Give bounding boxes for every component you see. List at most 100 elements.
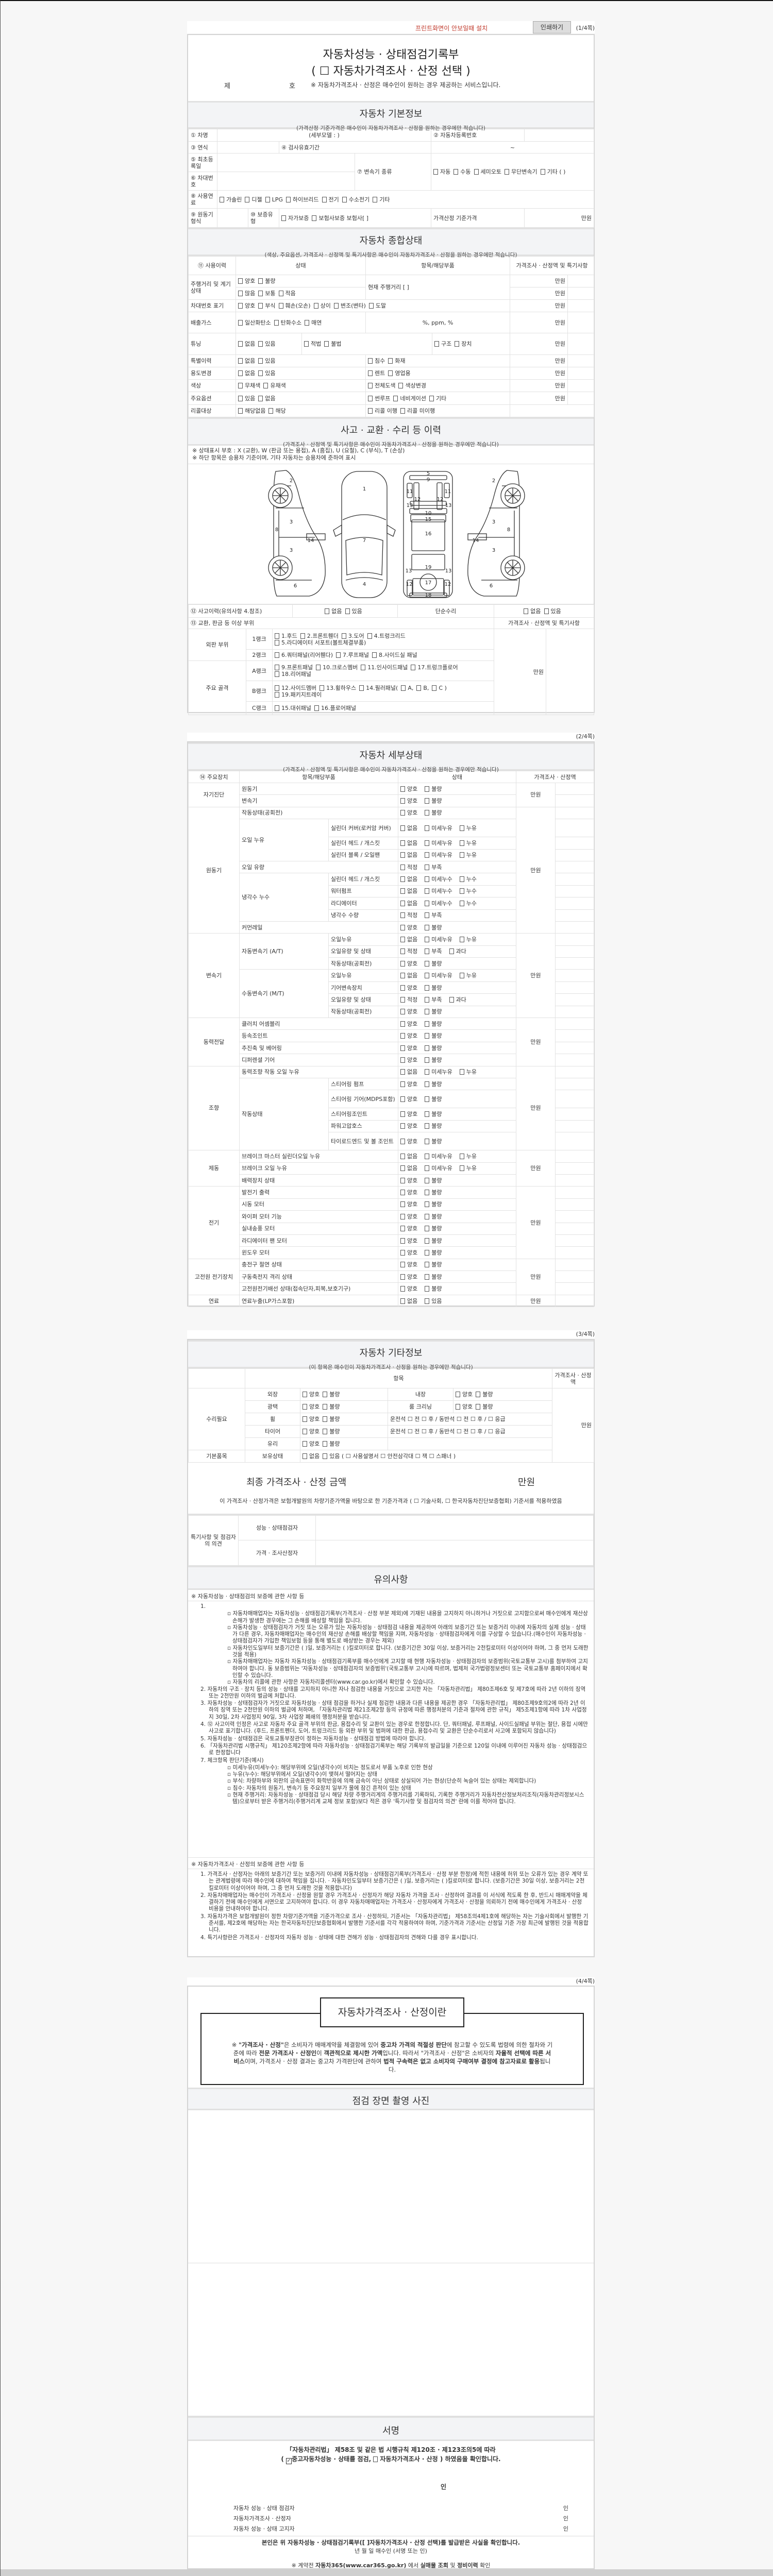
checkbox-option[interactable]: 세미오토	[474, 168, 501, 175]
checkbox[interactable]	[400, 1045, 405, 1051]
checkbox-option[interactable]: 리콜 이행	[368, 408, 397, 414]
checkbox-option[interactable]: 기타 ( )	[540, 168, 565, 175]
checkbox-option[interactable]: 누유	[459, 840, 477, 846]
inspection-checkbox[interactable]: ✓	[286, 2458, 292, 2464]
checkbox[interactable]	[238, 408, 243, 414]
checkbox-option[interactable]: 불량	[425, 1261, 442, 1268]
checkbox-option[interactable]: 불량	[323, 1391, 340, 1398]
checkbox-option[interactable]: 미세누유	[425, 852, 452, 858]
checkbox[interactable]	[455, 341, 460, 347]
checkbox-option[interactable]: 양호	[238, 302, 255, 309]
checkbox-option[interactable]: 있음	[238, 395, 255, 402]
checkbox[interactable]	[425, 1262, 430, 1268]
price-input-cell[interactable]	[555, 806, 594, 820]
checkbox-option[interactable]: 17.트렁크플로어	[411, 664, 458, 671]
checkbox[interactable]	[342, 196, 347, 202]
checkbox[interactable]	[303, 1429, 307, 1434]
checkbox[interactable]	[323, 1453, 328, 1459]
checkbox[interactable]	[400, 888, 405, 894]
checkbox-option[interactable]: 부족	[425, 948, 442, 955]
input-cell[interactable]	[567, 333, 594, 355]
checkbox[interactable]	[368, 358, 373, 364]
checkbox[interactable]	[278, 303, 283, 309]
checkbox[interactable]	[400, 1009, 405, 1015]
checkbox-option[interactable]: 유채색	[263, 382, 286, 389]
checkbox-option[interactable]: 양호	[400, 1238, 417, 1244]
checkbox[interactable]	[425, 1069, 430, 1075]
checkbox-option[interactable]: 불량	[323, 1440, 340, 1447]
price-input-cell[interactable]	[555, 1162, 594, 1175]
checkbox-option[interactable]: 해당없음	[238, 408, 265, 414]
checkbox[interactable]	[425, 1190, 430, 1196]
checkbox[interactable]	[400, 1298, 405, 1304]
price-input-cell[interactable]	[555, 1041, 594, 1055]
checkbox-option[interactable]: 없음	[400, 888, 417, 894]
input-cell[interactable]	[217, 208, 248, 228]
checkbox[interactable]	[400, 825, 405, 831]
checkbox-option[interactable]: 색상변경	[398, 382, 426, 389]
checkbox[interactable]	[275, 691, 279, 698]
checkbox-option[interactable]: 양호	[400, 1249, 417, 1256]
checkbox-option[interactable]: 16.플로어패널	[314, 705, 356, 711]
price-input-cell[interactable]	[555, 1132, 594, 1151]
checkbox[interactable]	[398, 383, 404, 388]
checkbox-option[interactable]: 13.휠하우스	[320, 685, 356, 691]
price-input-cell[interactable]	[555, 993, 594, 1006]
checkbox-option[interactable]: 18.리어패널	[275, 671, 311, 677]
checkbox[interactable]	[400, 1165, 405, 1172]
checkbox[interactable]	[474, 169, 479, 175]
checkbox[interactable]	[425, 1009, 430, 1015]
checkbox[interactable]	[361, 665, 366, 670]
checkbox-option[interactable]: 부족	[425, 864, 442, 871]
checkbox-option[interactable]: 있음	[425, 1298, 442, 1304]
checkbox[interactable]	[400, 1213, 405, 1219]
checkbox-option[interactable]: 불량	[425, 1096, 442, 1103]
price-input-cell[interactable]	[555, 1150, 594, 1163]
checkbox[interactable]	[400, 1201, 405, 1208]
checkbox[interactable]	[432, 685, 437, 691]
checkbox-option[interactable]: 많음	[238, 290, 255, 297]
checkbox-option[interactable]: 미세누수	[425, 900, 452, 907]
checkbox-option[interactable]: 없음	[238, 370, 255, 377]
checkbox[interactable]	[341, 633, 346, 639]
checkbox-option[interactable]: 매연	[305, 319, 322, 326]
input-cell[interactable]	[567, 379, 594, 392]
checkbox-option[interactable]: 미세누유	[425, 936, 452, 943]
checkbox[interactable]	[278, 291, 283, 296]
checkbox[interactable]	[238, 383, 243, 388]
price-input-cell[interactable]	[555, 1090, 594, 1109]
checkbox[interactable]	[285, 196, 291, 202]
checkbox-option[interactable]: 기타	[373, 196, 390, 203]
checkbox[interactable]	[303, 1416, 307, 1422]
checkbox-option[interactable]: 없음	[400, 876, 417, 883]
checkbox-option[interactable]: 전체도색	[368, 382, 395, 389]
checkbox[interactable]	[314, 705, 319, 711]
checkbox[interactable]	[459, 1153, 464, 1159]
checkbox-option[interactable]: 불량	[425, 1274, 442, 1280]
checkbox[interactable]	[258, 395, 263, 401]
checkbox[interactable]	[459, 900, 464, 906]
checkbox-option[interactable]: 없음	[400, 1165, 417, 1172]
checkbox-option[interactable]: 양호	[400, 1021, 417, 1027]
checkbox-option[interactable]: 양호	[303, 1416, 320, 1422]
checkbox[interactable]	[425, 1298, 430, 1304]
price-input-cell[interactable]	[555, 885, 594, 898]
checkbox-option[interactable]: 미세누유	[425, 1153, 452, 1160]
input-cell[interactable]	[188, 1368, 245, 1388]
checkbox[interactable]	[325, 608, 330, 614]
checkbox[interactable]	[400, 912, 405, 919]
price-input-cell[interactable]	[555, 1054, 594, 1066]
checkbox[interactable]	[258, 358, 263, 364]
checkbox[interactable]	[323, 1416, 328, 1422]
checkbox[interactable]	[400, 1286, 405, 1292]
checkbox-option[interactable]: 미세누유	[425, 1165, 452, 1172]
price-survey-checkbox[interactable]	[373, 2456, 378, 2462]
checkbox-option[interactable]: 수동	[453, 168, 471, 175]
checkbox[interactable]	[336, 652, 341, 658]
price-input-cell[interactable]	[555, 1258, 594, 1272]
checkbox[interactable]	[238, 358, 243, 364]
checkbox[interactable]	[258, 291, 263, 296]
checkbox-option[interactable]: 19.패키지트레이	[275, 691, 322, 698]
input-cell[interactable]	[217, 172, 355, 191]
checkbox[interactable]	[524, 608, 529, 614]
